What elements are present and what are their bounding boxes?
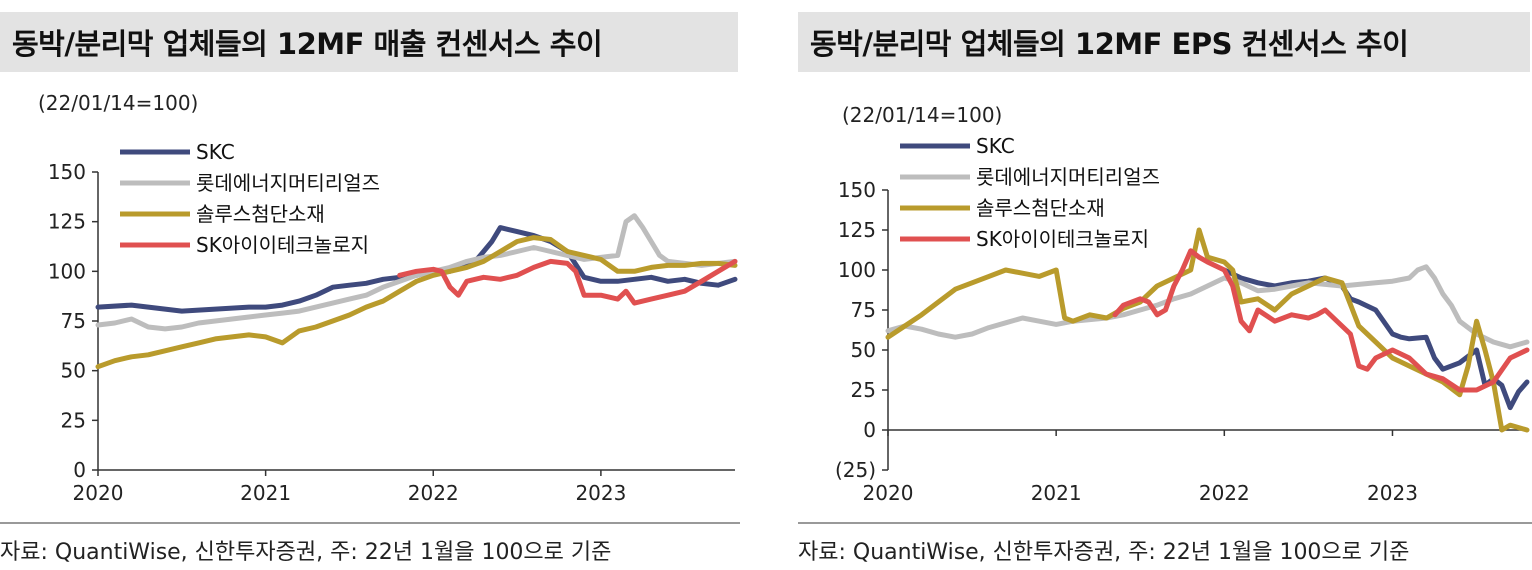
- x-tick-label: 2021: [1031, 481, 1082, 505]
- y-tick-label: 0: [863, 418, 876, 442]
- series-line: [1112, 248, 1530, 393]
- chart-title: 동박/분리막 업체들의 12MF 매출 컨센서스 추이: [12, 27, 603, 61]
- unit-label: (22/01/14=100): [38, 91, 198, 115]
- x-tick-label: 2021: [240, 481, 291, 505]
- x-tick-label: 2022: [1199, 481, 1250, 505]
- revenue-chart: (22/01/14=100) 0 25 50 75 100 125 150 2020 2021 2…: [38, 91, 738, 505]
- eps-chart: (22/01/14=100) (25) 0 25 50 75 100 125 150 2020 2…: [835, 103, 1530, 505]
- series-line: [95, 235, 738, 370]
- revenue-chart-panel: 동박/분리막 업체들의 12MF 매출 컨센서스 추이 (22/01/14=10…: [0, 0, 750, 570]
- chart-title-bar: 동박/분리막 업체들의 12MF EPS 컨센서스 추이: [798, 12, 1530, 72]
- y-tick-label: 50: [61, 359, 86, 383]
- series-line: [885, 264, 1530, 350]
- y-tick-label: 100: [48, 259, 86, 283]
- source-note: 자료: QuantiWise, 신한투자증권, 주: 22년 1월을 100으로…: [0, 522, 740, 566]
- x-tick-label: 2020: [863, 481, 914, 505]
- unit-label: (22/01/14=100): [842, 103, 1002, 127]
- y-tick-label: 125: [838, 218, 876, 242]
- y-tick-label: 150: [838, 178, 876, 202]
- y-tick-label: 100: [838, 258, 876, 282]
- legend-label: 솔루스첨단소재: [976, 196, 1105, 220]
- legend-label: SKC: [196, 140, 235, 164]
- x-tick-label: 2022: [408, 481, 459, 505]
- legend-label: 롯데에너지머티리얼즈: [976, 165, 1160, 189]
- y-tick-label: 125: [48, 210, 86, 234]
- legend-label: SK아이이테크놀로지: [196, 233, 369, 257]
- eps-chart-panel: 동박/분리막 업체들의 12MF EPS 컨센서스 추이 (22/01/14=1…: [792, 0, 1532, 570]
- y-tick-label: 75: [61, 309, 86, 333]
- source-note: 자료: QuantiWise, 신한투자증권, 주: 22년 1월을 100으로…: [798, 522, 1532, 566]
- y-tick-label: 50: [851, 338, 876, 362]
- legend-label: 롯데에너지머티리얼즈: [196, 171, 380, 195]
- legend-label: SK아이이테크놀로지: [976, 227, 1149, 251]
- y-tick-label: (25): [835, 458, 876, 482]
- y-tick-label: 25: [851, 378, 876, 402]
- chart-title: 동박/분리막 업체들의 12MF EPS 컨센서스 추이: [810, 27, 1409, 61]
- y-tick-label: 25: [61, 408, 86, 432]
- x-tick-label: 2023: [1367, 481, 1418, 505]
- y-tick-label: 0: [73, 458, 86, 482]
- legend-label: SKC: [976, 134, 1015, 158]
- series-line: [397, 258, 738, 306]
- legend-label: 솔루스첨단소재: [196, 202, 325, 226]
- y-tick-label: 75: [851, 298, 876, 322]
- x-tick-label: 2023: [575, 481, 626, 505]
- series-line: [885, 227, 1530, 433]
- chart-title-bar: 동박/분리막 업체들의 12MF 매출 컨센서스 추이: [0, 12, 738, 72]
- x-tick-label: 2020: [73, 481, 124, 505]
- y-tick-label: 150: [48, 160, 86, 184]
